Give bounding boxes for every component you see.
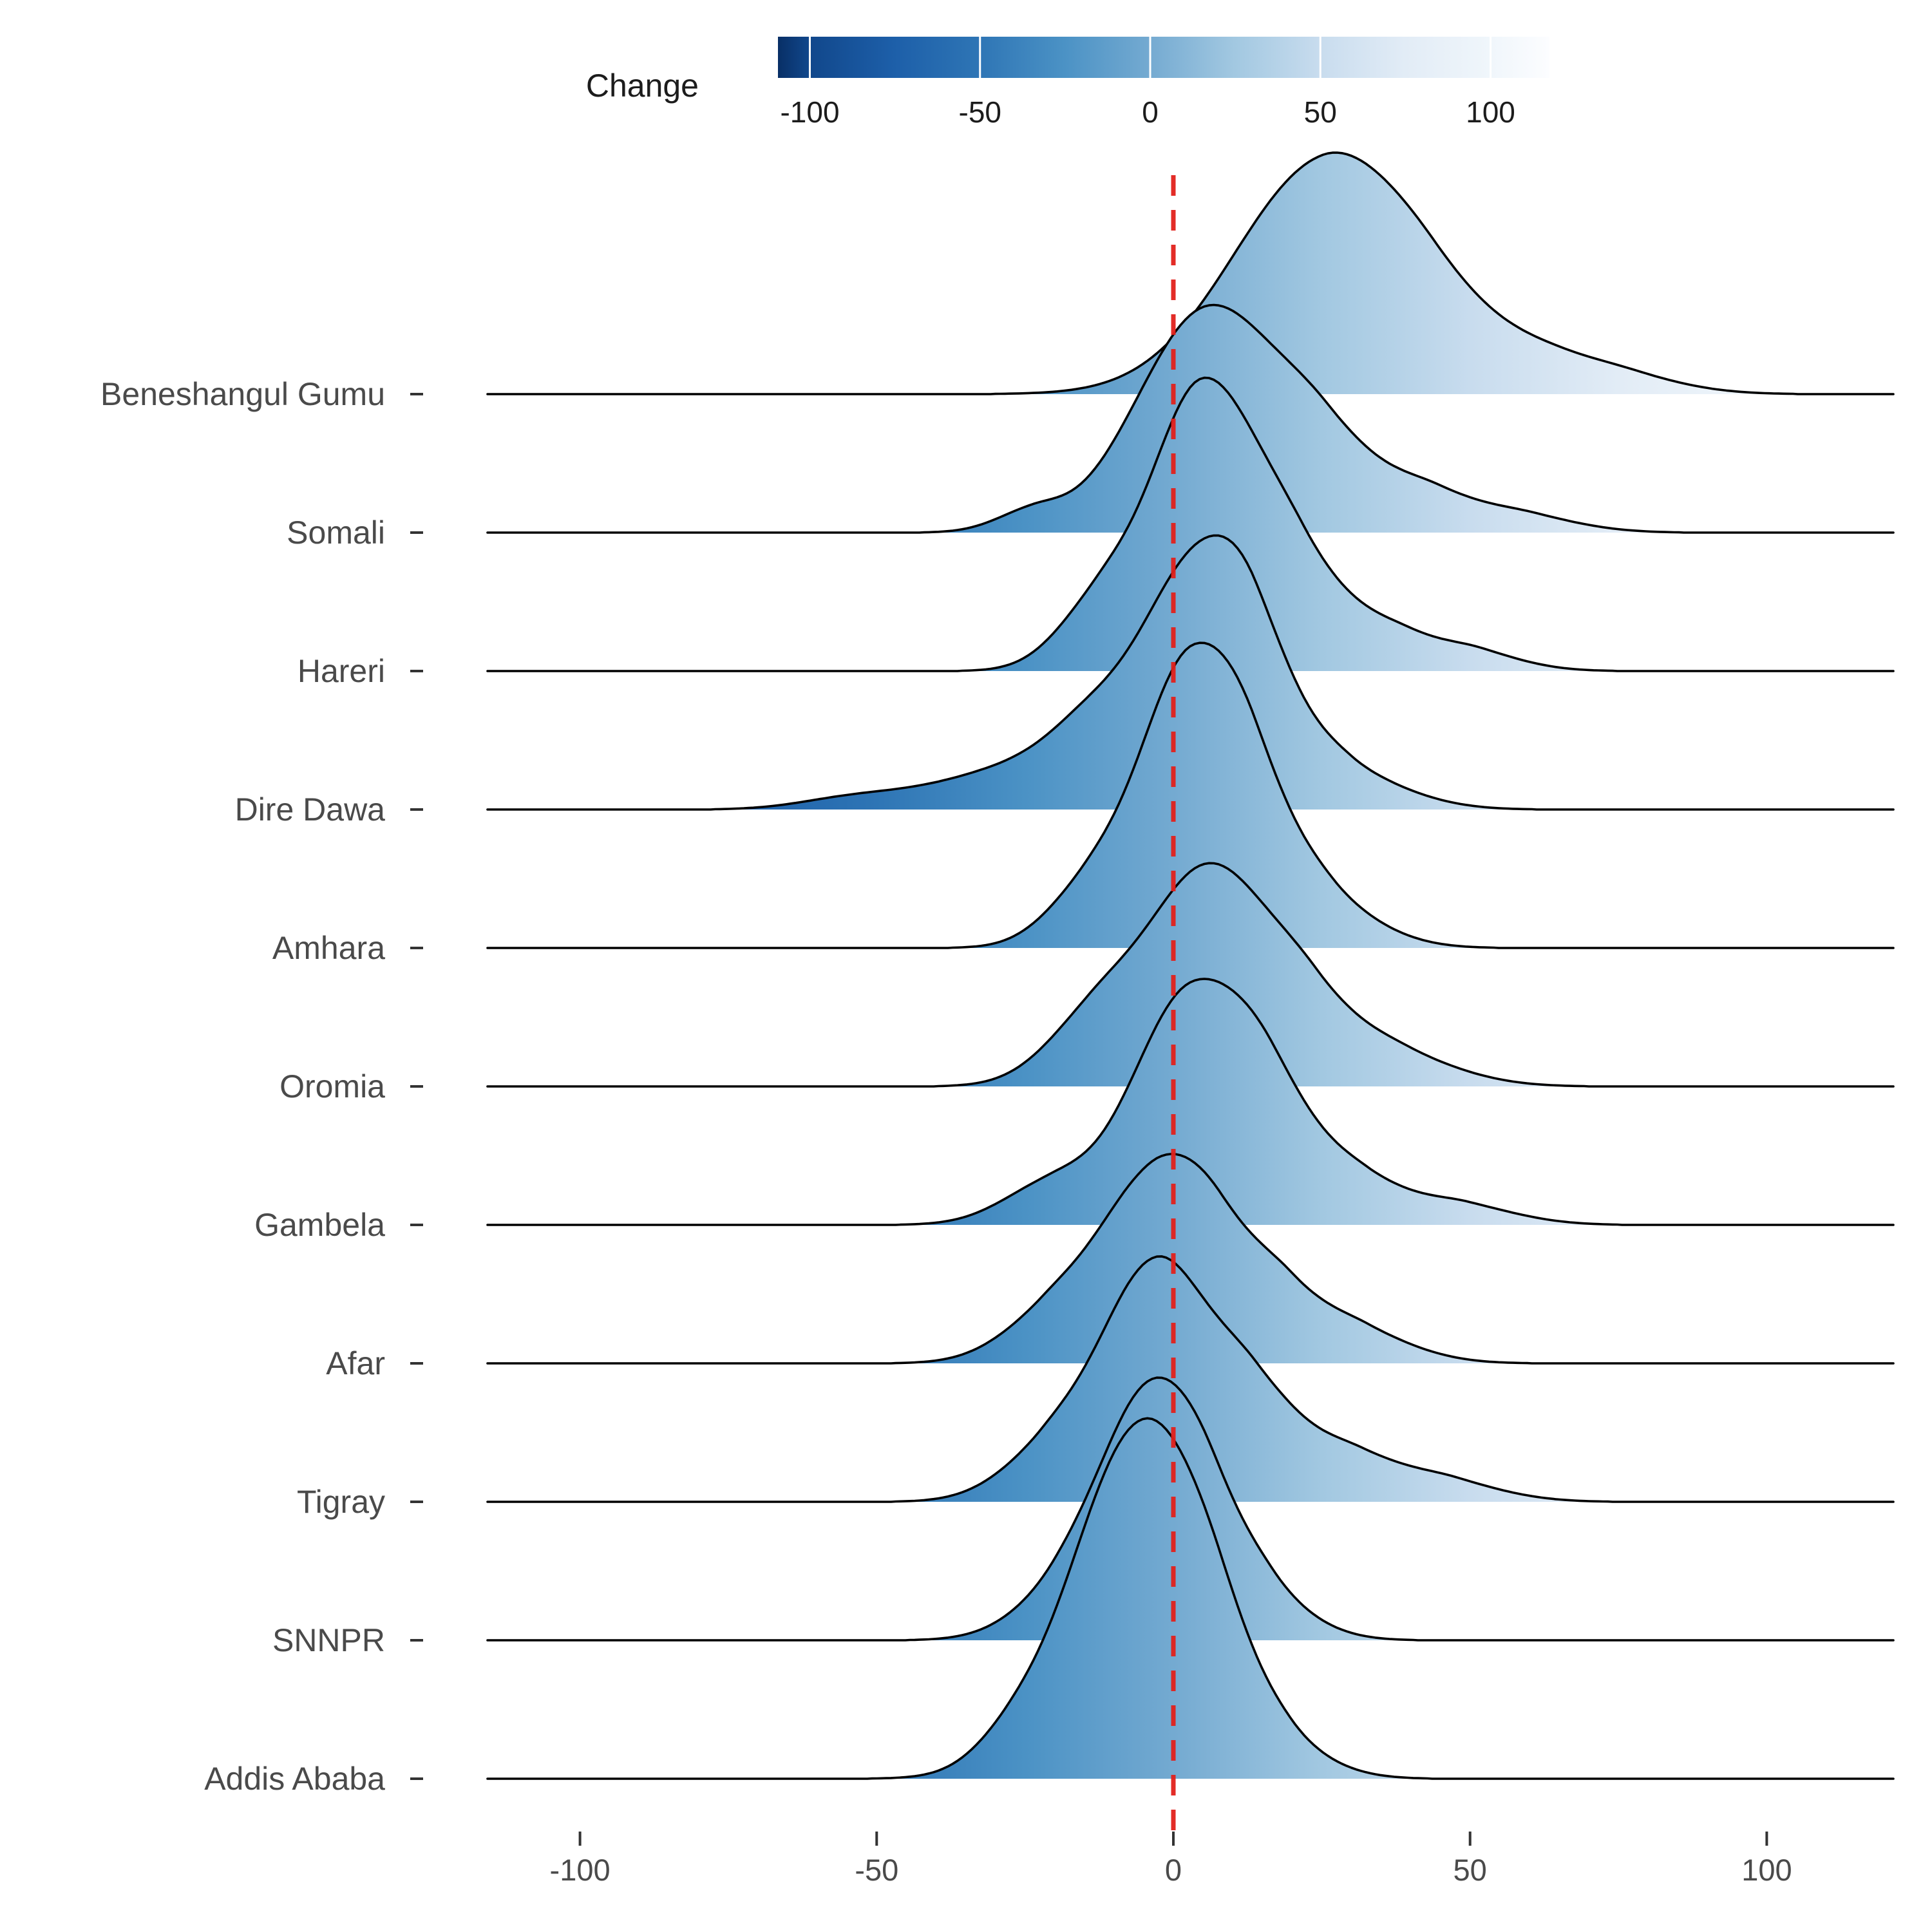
legend-tick-label: -50 bbox=[959, 95, 1001, 129]
ridge-hareri bbox=[486, 376, 1895, 672]
legend-group: Change -100 -50 0 50 100 bbox=[586, 37, 1549, 129]
y-axis-label: Somali bbox=[287, 515, 385, 551]
legend-tick-label: -100 bbox=[780, 95, 839, 129]
y-axis-label: Amhara bbox=[272, 930, 385, 966]
x-axis-label: 50 bbox=[1454, 1853, 1487, 1887]
legend-labels: -100 -50 0 50 100 bbox=[780, 95, 1515, 129]
ridge-oromia bbox=[486, 862, 1895, 1088]
ridge-addis-ababa bbox=[486, 1417, 1895, 1780]
y-axis-label: Hareri bbox=[298, 653, 385, 689]
y-axis-label: Dire Dawa bbox=[235, 791, 386, 828]
x-axis-label: 100 bbox=[1741, 1853, 1792, 1887]
ridge-gambela bbox=[486, 978, 1895, 1226]
legend-colorbar bbox=[778, 37, 1549, 78]
ridge-afar bbox=[486, 1153, 1895, 1365]
y-axis-label: Addis Ababa bbox=[204, 1761, 385, 1797]
ridge-tigray bbox=[486, 1255, 1895, 1503]
y-axis-label: Tigray bbox=[297, 1484, 385, 1520]
legend-ticks bbox=[809, 37, 1492, 78]
x-axis-label: -50 bbox=[855, 1853, 898, 1887]
legend-title: Change bbox=[586, 68, 699, 104]
legend-tick-label: 100 bbox=[1466, 95, 1515, 129]
legend-tick-label: 50 bbox=[1304, 95, 1337, 129]
x-axis-label: 0 bbox=[1165, 1853, 1182, 1887]
ridges-group bbox=[486, 151, 1895, 1780]
legend-tick-label: 0 bbox=[1142, 95, 1159, 129]
x-axis-group: -100 -50 0 50 100 bbox=[550, 1832, 1792, 1887]
x-axis-label: -100 bbox=[550, 1853, 611, 1887]
y-axis-group: Beneshangul Gumu Somali Hareri Dire Dawa Amh… bbox=[100, 376, 423, 1797]
y-axis-label: SNNPR bbox=[272, 1622, 385, 1658]
y-axis-label: Beneshangul Gumu bbox=[100, 376, 385, 412]
y-axis-label: Gambela bbox=[254, 1207, 385, 1243]
y-axis-label: Oromia bbox=[279, 1068, 385, 1104]
y-axis-label: Afar bbox=[326, 1345, 385, 1381]
ridge-amhara bbox=[486, 641, 1895, 949]
